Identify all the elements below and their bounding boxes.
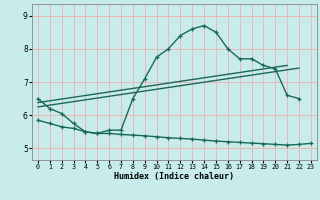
X-axis label: Humidex (Indice chaleur): Humidex (Indice chaleur) xyxy=(115,172,234,181)
